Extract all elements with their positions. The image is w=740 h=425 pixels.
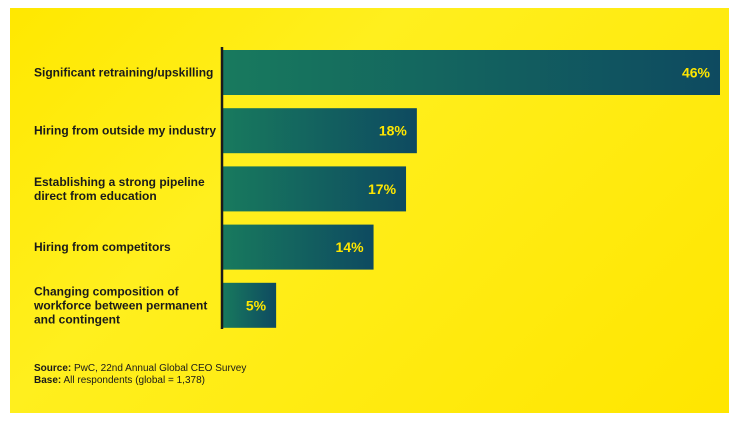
- category-label-4-line-1: workforce between permanent: [33, 298, 207, 312]
- base-text: All respondents (global = 1,378): [63, 375, 205, 386]
- category-label-2: Establishing a strong pipeline direct fro…: [34, 175, 205, 203]
- base-line: Base: All respondents (global = 1,378): [34, 375, 246, 387]
- category-label-4: Changing composition of workforce between…: [33, 284, 207, 326]
- bar-0: [222, 50, 720, 95]
- bar-4: [222, 282, 277, 328]
- chart-footer: Source: PwC, 22nd Annual Global CEO Surv…: [34, 363, 246, 387]
- category-label-0: Significant retraining/upskilling: [34, 66, 213, 80]
- category-label-3: Hiring from competitors: [34, 240, 171, 254]
- bar-3: [222, 224, 374, 270]
- value-label-2: 17%: [368, 181, 397, 197]
- category-label-2-line-1: direct from education: [34, 189, 157, 203]
- value-label-0: 46%: [682, 65, 711, 81]
- category-label-0-line-0: Significant retraining/upskilling: [34, 66, 213, 80]
- category-label-4-line-0: Changing composition of: [34, 284, 180, 298]
- source-line: Source: PwC, 22nd Annual Global CEO Surv…: [34, 363, 246, 375]
- source-text: PwC, 22nd Annual Global CEO Survey: [74, 363, 247, 374]
- value-label-1: 18%: [379, 123, 408, 139]
- value-label-4: 5%: [246, 297, 267, 313]
- value-label-3: 14%: [336, 239, 365, 255]
- source-label: Source:: [34, 363, 72, 374]
- category-label-2-line-0: Establishing a strong pipeline: [34, 175, 205, 189]
- category-label-1-line-0: Hiring from outside my industry: [34, 124, 216, 138]
- bar-1: [222, 108, 417, 154]
- category-label-1: Hiring from outside my industry: [34, 124, 216, 138]
- category-label-3-line-0: Hiring from competitors: [34, 240, 171, 254]
- bar-2: [222, 166, 407, 212]
- base-label: Base:: [34, 375, 62, 386]
- bars-layer: 46% Significant retraining/upskilling 18% H…: [33, 50, 720, 328]
- category-label-4-line-2: and contingent: [34, 312, 120, 326]
